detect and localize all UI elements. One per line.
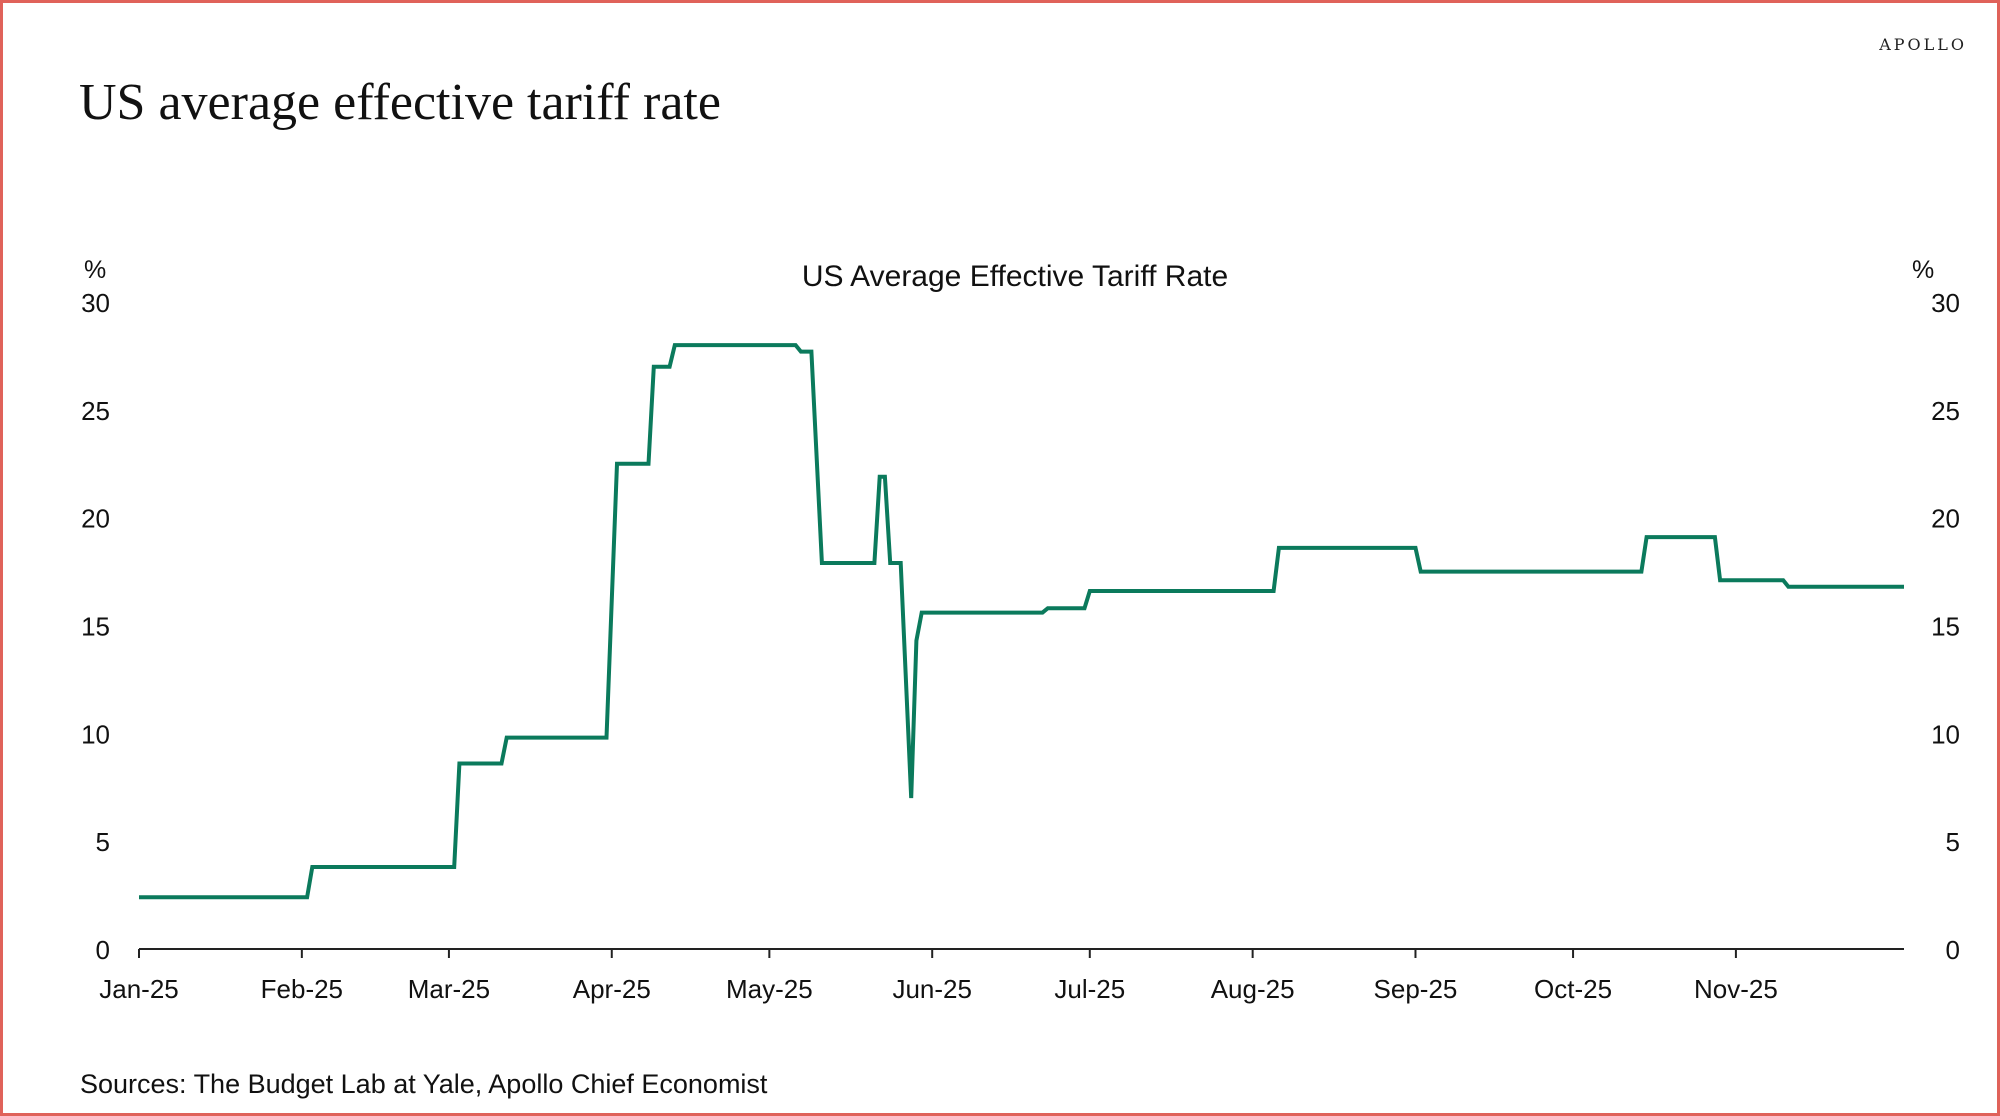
chart-title: US Average Effective Tariff Rate [802,260,1228,293]
y-tick-label-right: 15 [1931,612,1960,642]
y-tick-label-left: 15 [81,612,110,642]
series-layer [139,343,1904,900]
x-tick-label: Aug-25 [1211,974,1295,1004]
x-tick-label: Oct-25 [1534,974,1612,1004]
x-axis: Jan-25 Feb-25 Mar-25 Apr-25 May-25 Jun-25 Jul-… [99,948,1904,1004]
x-tick-label: Mar-25 [408,974,490,1004]
x-tick-label: Jan-25 [99,974,179,1004]
y-tick-label-left: 20 [81,504,110,534]
x-tick-label: May-25 [726,974,813,1004]
y-tick-label-right: 30 [1931,288,1960,318]
page-title: US average effective tariff rate [79,74,721,131]
y-tick-label-right: 25 [1931,396,1960,426]
x-tick-label: Nov-25 [1694,974,1778,1004]
y-axis-right: 0 5 10 15 20 25 30 [1931,288,1960,965]
x-tick-label: Jun-25 [892,974,972,1004]
y-tick-label-right: 10 [1931,719,1960,749]
y-tick-label-left: 10 [81,719,110,749]
y-tick-label-right: 0 [1946,935,1960,965]
x-tick-label: Jul-25 [1054,974,1125,1004]
y-tick-label-left: 0 [96,935,110,965]
x-tick-label: Apr-25 [573,974,651,1004]
y-tick-label-left: 25 [81,396,110,426]
y-tick-label-right: 5 [1946,827,1960,857]
y-tick-label-left: 5 [96,827,110,857]
y-unit-left: % [84,256,106,284]
y-unit-right: % [1912,256,1934,284]
source-note: Sources: The Budget Lab at Yale, Apollo … [80,1069,768,1099]
y-tick-label-right: 20 [1931,504,1960,534]
series-line-tariff-rate [139,343,1904,900]
x-tick-label: Feb-25 [261,974,343,1004]
brand-logo: APOLLO [1879,35,1967,54]
y-axis-left: 0 5 10 15 20 25 30 [81,288,110,965]
x-tick-label: Sep-25 [1374,974,1458,1004]
y-tick-label-left: 30 [81,288,110,318]
